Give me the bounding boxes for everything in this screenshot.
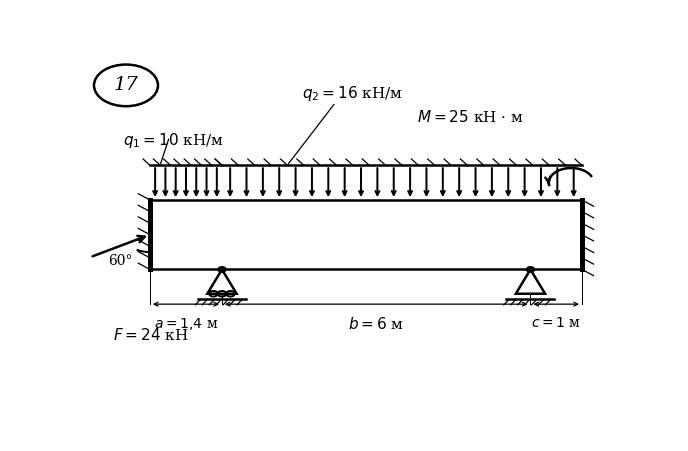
Text: $c = 1$ м: $c = 1$ м [531,316,581,330]
Bar [150,200,582,269]
Text: $M = 25$ кН · м: $M = 25$ кН · м [417,109,524,124]
Polygon shape [516,269,545,294]
Text: $q_2 = 16$ кН/м: $q_2 = 16$ кН/м [302,84,403,103]
Text: $a = 1{,}4$ м: $a = 1{,}4$ м [154,316,218,332]
Text: $F = 24$ кН: $F = 24$ кН [113,327,189,343]
Text: 60°: 60° [109,254,133,268]
Polygon shape [207,269,237,294]
Text: 17: 17 [114,76,138,94]
Text: $b = 6$ м: $b = 6$ м [348,316,405,332]
Text: $q_1 = 10$ кН/м: $q_1 = 10$ кН/м [123,131,224,151]
